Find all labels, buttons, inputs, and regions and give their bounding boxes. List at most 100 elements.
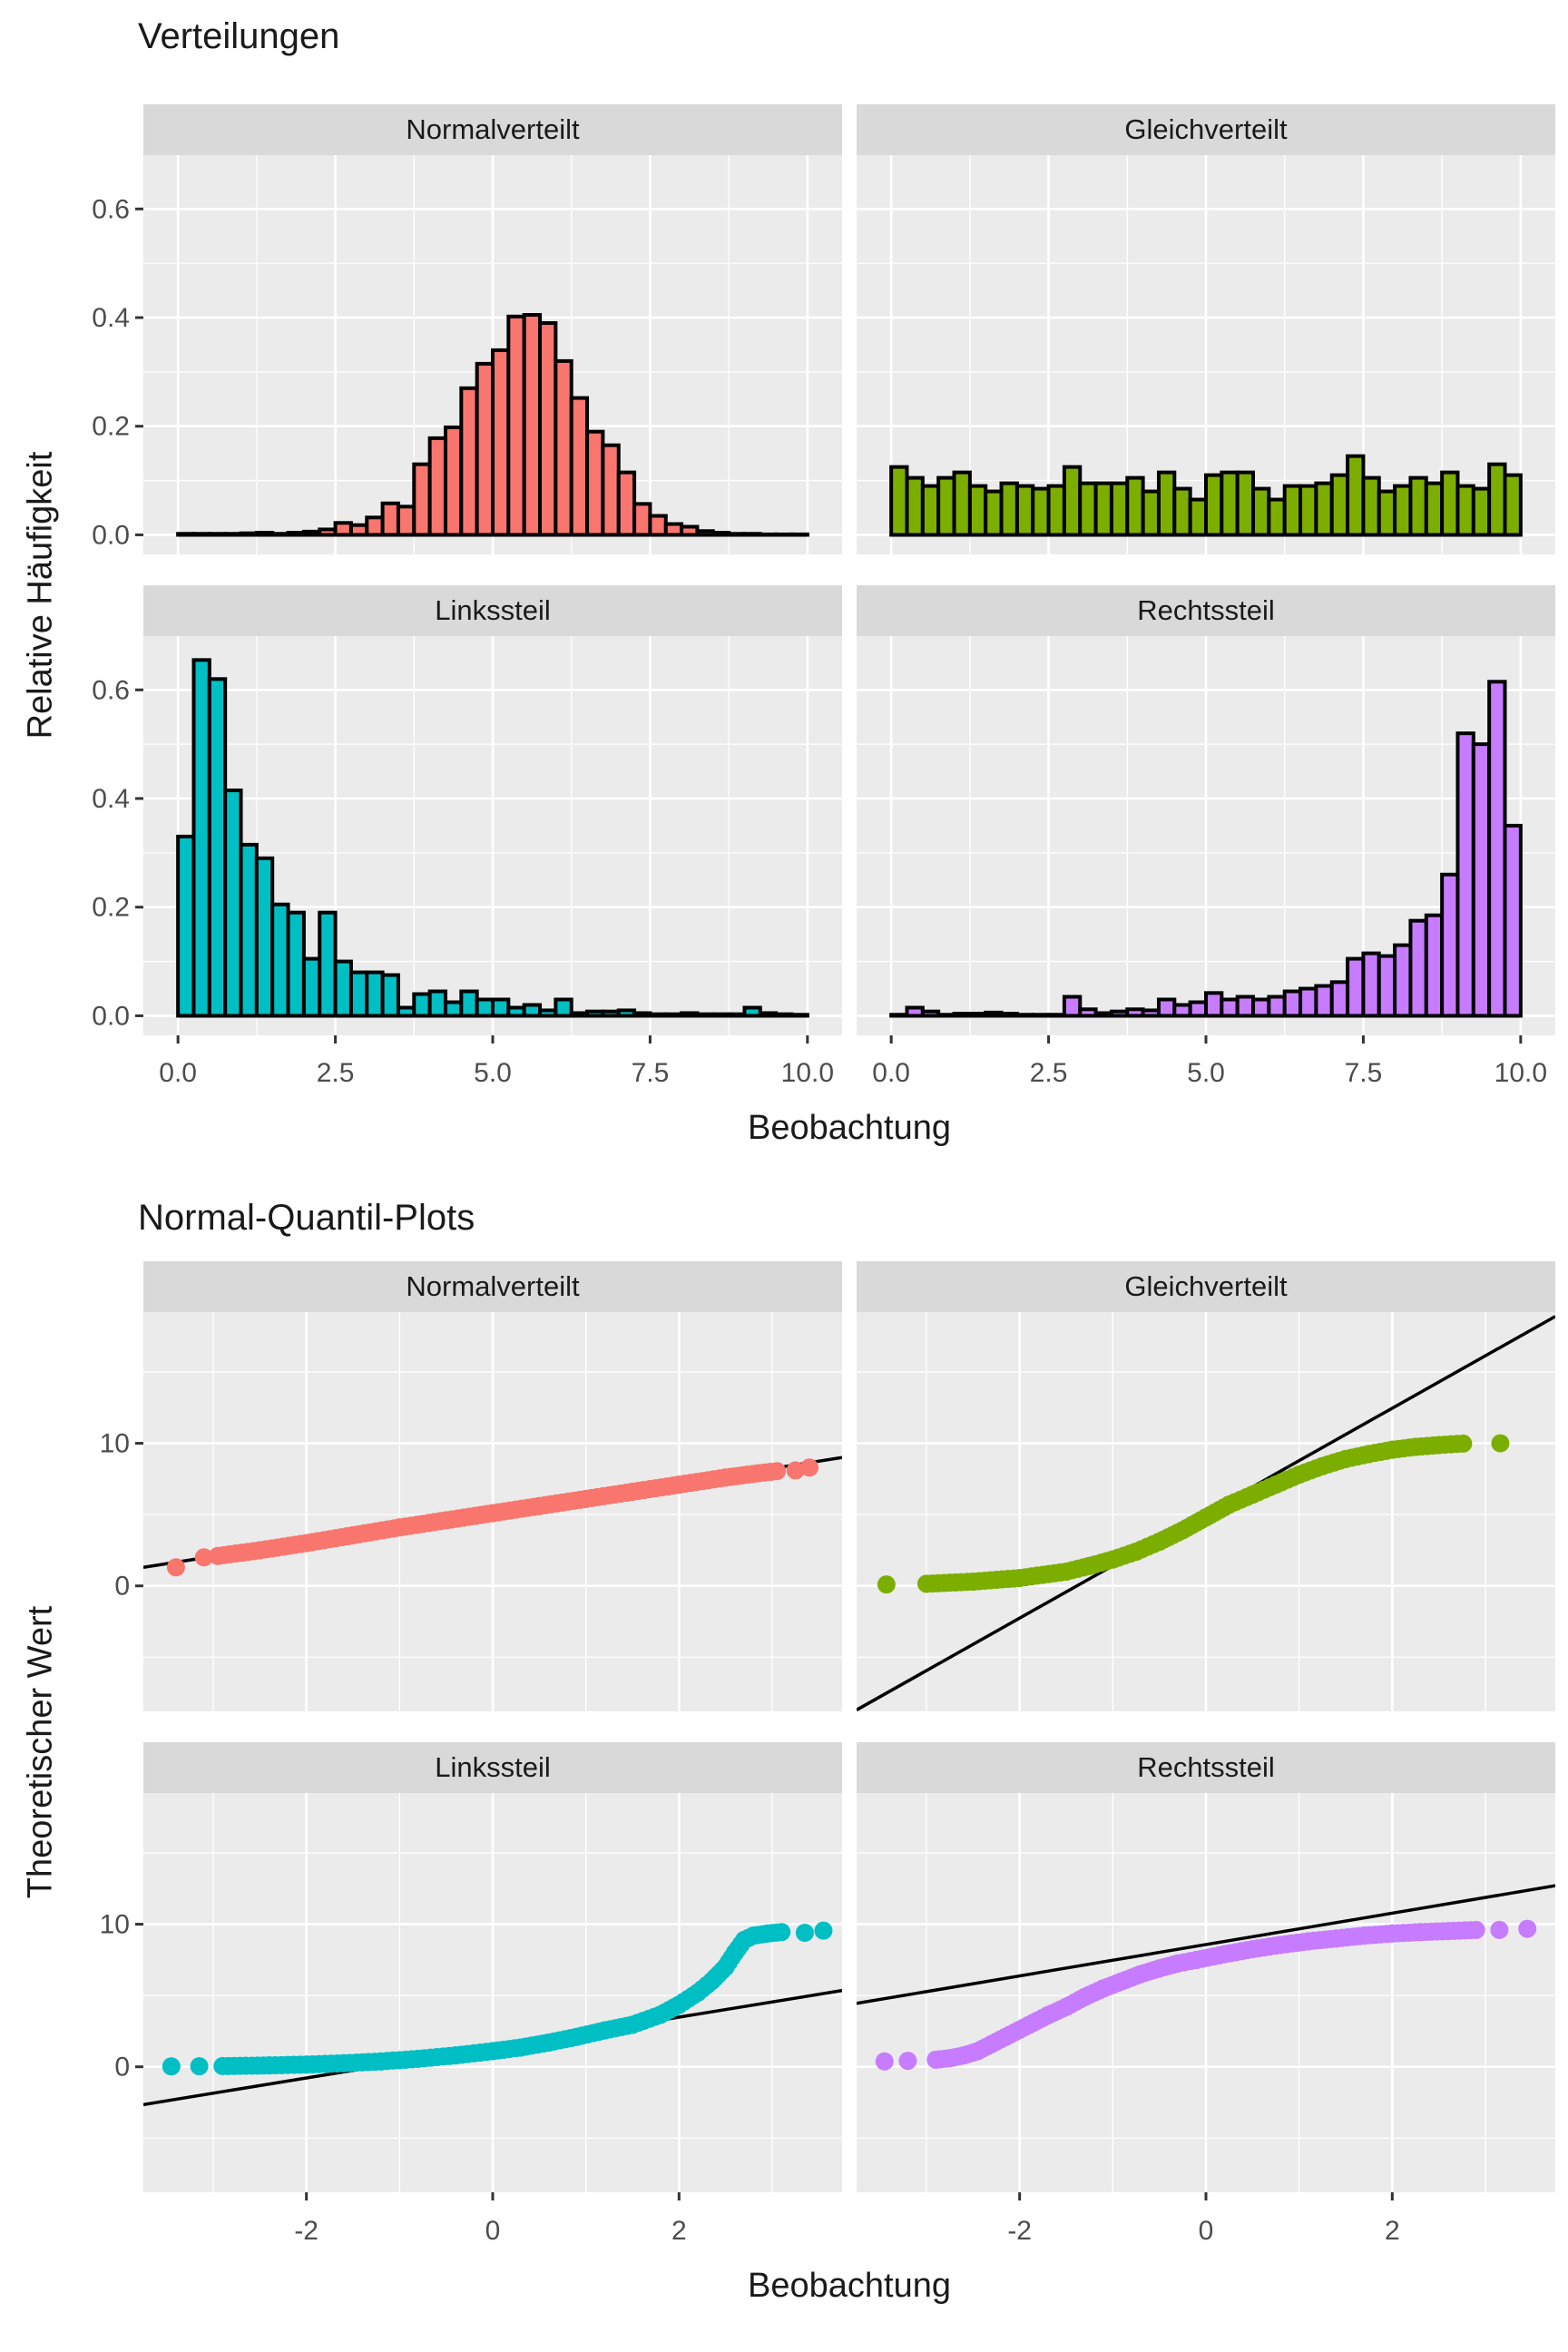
- histogram-bar: [1329, 473, 1350, 537]
- x-tick-label: 5.0: [474, 1058, 512, 1088]
- y-tick-label: 0: [114, 2053, 130, 2082]
- facet-strip-label-normalverteilt: Normalverteilt: [406, 1270, 580, 1302]
- histogram-bar: [1125, 475, 1145, 537]
- histogram-bar: [380, 501, 400, 537]
- histogram-bar: [176, 834, 196, 1018]
- facet-strip-gleichverteilt: [857, 1261, 1555, 1312]
- histogram-bar: [427, 436, 447, 537]
- figure2-x-axis-title: Beobachtung: [748, 2267, 951, 2305]
- histogram-bar: [427, 989, 447, 1018]
- histogram-bar: [1408, 918, 1428, 1018]
- y-tick-label: 0.2: [92, 412, 130, 442]
- qq-point: [772, 1923, 791, 1942]
- histogram-bar: [1156, 997, 1177, 1018]
- histogram-bar: [1298, 986, 1318, 1018]
- histogram-bar: [1220, 997, 1240, 1018]
- histogram-bar: [1188, 497, 1209, 537]
- histogram-bar: [1424, 913, 1445, 1018]
- histogram-bar: [365, 515, 385, 537]
- x-tick-label: 0.0: [159, 1058, 197, 1088]
- histogram-bar: [1267, 497, 1287, 537]
- qq-point: [166, 1558, 185, 1577]
- y-tick-label: 0.2: [92, 893, 130, 923]
- qq-point: [898, 2052, 917, 2071]
- histogram-bar: [1455, 484, 1475, 537]
- qq-point: [877, 1575, 896, 1594]
- figure2-title: Normal-Quantil-Plots: [138, 1198, 475, 1238]
- histogram-bar: [1188, 1000, 1209, 1018]
- qq-point: [1454, 1434, 1473, 1453]
- histogram-bar: [585, 429, 605, 537]
- histogram-bar: [554, 997, 573, 1018]
- histogram-bar: [1503, 823, 1523, 1018]
- histogram-bar: [1455, 731, 1475, 1018]
- facet-strip-linkssteil: [143, 585, 842, 636]
- histogram-bar: [1282, 484, 1303, 537]
- histogram-bar: [1361, 951, 1381, 1018]
- qq-point: [190, 2057, 209, 2076]
- figure2-y-axis-title: Theoretischer Wert: [21, 1605, 60, 1899]
- histogram-bar: [1251, 486, 1271, 537]
- histogram-bar: [191, 658, 211, 1018]
- facet-strip-label-rechtssteil: Rechtssteil: [1137, 594, 1275, 626]
- histogram-bar: [1440, 872, 1460, 1018]
- histogram-bar: [1424, 481, 1445, 537]
- facet-strip-label-gleichverteilt: Gleichverteilt: [1124, 113, 1288, 145]
- qq-point: [162, 2057, 181, 2076]
- histogram-bar: [984, 489, 1004, 537]
- histogram-bar: [905, 475, 925, 537]
- histogram-bar: [348, 970, 369, 1018]
- histogram-bar: [522, 313, 543, 537]
- histogram-bar: [506, 314, 526, 537]
- qq-point: [1490, 1920, 1509, 1939]
- histogram-bar: [365, 970, 385, 1018]
- histogram-bar: [443, 1000, 464, 1018]
- histogram-bar: [1440, 470, 1460, 537]
- facet-strip-label-linkssteil: Linkssteil: [435, 1751, 551, 1783]
- facet-strip-gleichverteilt: [857, 104, 1555, 155]
- facet-strip-rechtssteil: [857, 1742, 1555, 1793]
- x-tick-label: -2: [1007, 2216, 1032, 2246]
- histogram-bar: [1204, 991, 1224, 1018]
- qq-point: [768, 1462, 787, 1481]
- histogram-bar: [1251, 997, 1271, 1018]
- x-tick-label: 7.5: [1345, 1058, 1383, 1088]
- y-tick-label: 10: [100, 1429, 130, 1459]
- y-tick-label: 0: [114, 1572, 130, 1602]
- histogram-bar: [1314, 481, 1334, 537]
- qq-reference-line: [857, 1884, 1555, 2005]
- histogram-bar: [1487, 462, 1507, 537]
- histogram-bar: [286, 910, 306, 1018]
- x-tick-label: 2: [671, 2216, 687, 2246]
- histogram-bar: [412, 462, 432, 537]
- histogram-bar: [1031, 486, 1051, 537]
- histogram-bar: [1487, 680, 1507, 1018]
- histogram-bar: [443, 425, 464, 537]
- histogram-bar: [936, 475, 956, 537]
- qq-point: [875, 2052, 894, 2071]
- histogram-bar: [1393, 943, 1413, 1018]
- y-tick-label: 0.6: [92, 675, 130, 705]
- qq-point: [1466, 1920, 1485, 1939]
- histogram-bar: [952, 470, 972, 537]
- x-tick-label: 0: [485, 2216, 501, 2246]
- y-tick-label: 0.0: [92, 1001, 130, 1031]
- figure1-y-axis-title: Relative Häufigkeit: [21, 451, 60, 740]
- facet-strip-linkssteil: [143, 1742, 842, 1793]
- qq-point: [1491, 1434, 1510, 1453]
- histogram-bar: [554, 358, 573, 537]
- histogram-bar: [1377, 489, 1397, 537]
- histogram-bar: [967, 484, 988, 537]
- histogram-bar: [380, 973, 400, 1018]
- histogram-bar: [538, 320, 558, 537]
- histogram-bar: [1109, 481, 1130, 537]
- histogram-bar: [270, 902, 290, 1018]
- qq-point: [795, 1924, 814, 1942]
- x-tick-label: 0.0: [872, 1058, 910, 1088]
- histogram-bar: [616, 470, 637, 537]
- facet-strip-label-linkssteil: Linkssteil: [435, 594, 551, 626]
- y-tick-label: 0.6: [92, 194, 130, 224]
- qq-point: [1518, 1919, 1537, 1938]
